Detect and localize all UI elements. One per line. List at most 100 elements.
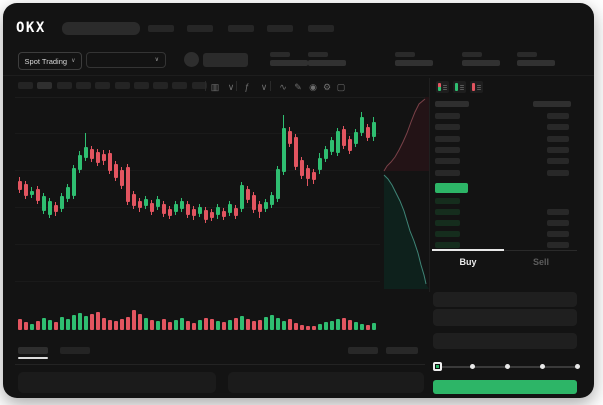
candlestick-chart[interactable] bbox=[3, 97, 430, 292]
toolbar-divider bbox=[15, 97, 429, 98]
timeframe-pill[interactable] bbox=[75, 82, 91, 89]
timeframe-pill[interactable] bbox=[56, 82, 72, 89]
slider-dot[interactable] bbox=[540, 364, 545, 369]
book-bids-icon[interactable] bbox=[453, 81, 466, 93]
timeframe-pill[interactable] bbox=[191, 82, 207, 89]
volume-bar bbox=[24, 322, 28, 330]
candle-body bbox=[300, 160, 304, 176]
bid-amount-placeholder[interactable] bbox=[547, 242, 569, 248]
bottom-action-placeholder[interactable] bbox=[348, 347, 378, 354]
slider-dot[interactable] bbox=[505, 364, 510, 369]
bid-price-placeholder[interactable] bbox=[435, 231, 460, 237]
coin-avatar bbox=[184, 52, 199, 67]
bid-amount-placeholder[interactable] bbox=[547, 231, 569, 237]
ask-amount-placeholder[interactable] bbox=[547, 113, 569, 119]
pair-selector[interactable]: ∨ bbox=[86, 52, 166, 68]
indicator-icon[interactable]: ƒ bbox=[244, 81, 250, 92]
book-both-icon[interactable] bbox=[436, 81, 449, 93]
bid-price-placeholder[interactable] bbox=[435, 198, 460, 204]
volume-bar bbox=[72, 315, 76, 330]
candle-style-icon[interactable]: ▥ bbox=[210, 81, 220, 92]
volume-bar bbox=[60, 317, 64, 330]
ask-amount-placeholder[interactable] bbox=[547, 147, 569, 153]
volume-bar bbox=[198, 320, 202, 330]
volume-bar bbox=[228, 320, 232, 330]
volume-pane bbox=[3, 300, 430, 335]
volume-bar bbox=[270, 315, 274, 330]
price-input[interactable] bbox=[433, 292, 577, 307]
volume-bar bbox=[330, 321, 334, 330]
candle-body bbox=[342, 129, 346, 146]
volume-bar bbox=[114, 321, 118, 330]
tab-sell[interactable]: Sell bbox=[532, 257, 549, 267]
total-input[interactable] bbox=[433, 333, 577, 349]
volume-bar bbox=[90, 314, 94, 330]
header-divider bbox=[3, 75, 594, 76]
nav-item-placeholder[interactable] bbox=[267, 25, 293, 32]
history-panel-placeholder bbox=[228, 372, 424, 393]
candle-body bbox=[66, 187, 70, 199]
slider-dot[interactable] bbox=[470, 364, 475, 369]
candle-body bbox=[30, 191, 34, 195]
pair-name-placeholder[interactable] bbox=[203, 53, 248, 67]
bid-price-placeholder[interactable] bbox=[435, 242, 460, 248]
volume-bar bbox=[246, 319, 250, 330]
wave-icon[interactable]: ∿ bbox=[279, 81, 287, 92]
amount-input[interactable] bbox=[433, 309, 577, 326]
timeframe-pill[interactable] bbox=[18, 82, 33, 89]
bottom-tab-placeholder[interactable] bbox=[60, 347, 90, 354]
search-input[interactable] bbox=[62, 22, 140, 35]
timeframe-pill[interactable] bbox=[133, 82, 149, 89]
bottom-action-placeholder[interactable] bbox=[386, 347, 418, 354]
ask-amount-placeholder[interactable] bbox=[547, 170, 569, 176]
ask-price-placeholder[interactable] bbox=[435, 147, 460, 153]
bid-price-placeholder[interactable] bbox=[435, 220, 460, 226]
gridline bbox=[15, 281, 380, 282]
ask-amount-placeholder[interactable] bbox=[547, 124, 569, 130]
ask-price-placeholder[interactable] bbox=[435, 170, 460, 176]
ask-price-placeholder[interactable] bbox=[435, 136, 460, 142]
timeframe-pill[interactable] bbox=[95, 82, 111, 89]
settings-gear-icon[interactable]: ⚙ bbox=[322, 81, 332, 92]
depth-chart bbox=[383, 97, 429, 289]
timeframe-pill[interactable] bbox=[172, 82, 188, 89]
chevron-down-icon[interactable]: ∨ bbox=[260, 81, 268, 92]
book-asks-icon[interactable] bbox=[470, 81, 483, 93]
market-type-selector[interactable]: Spot Trading ∨ bbox=[18, 52, 82, 70]
ask-price-placeholder[interactable] bbox=[435, 113, 460, 119]
candle-body bbox=[234, 208, 238, 216]
timeframe-pill[interactable] bbox=[37, 82, 53, 89]
draw-pencil-icon[interactable]: ✎ bbox=[294, 81, 302, 92]
bid-amount-placeholder[interactable] bbox=[547, 209, 569, 215]
camera-icon[interactable]: ◉ bbox=[309, 81, 317, 92]
ask-amount-placeholder[interactable] bbox=[547, 158, 569, 164]
nav-item-placeholder[interactable] bbox=[308, 25, 334, 32]
tab-buy[interactable]: Buy bbox=[459, 257, 477, 267]
ask-price-placeholder[interactable] bbox=[435, 158, 460, 164]
volume-bar bbox=[360, 324, 364, 330]
ask-price-placeholder[interactable] bbox=[435, 124, 460, 130]
toolbar-divider bbox=[236, 81, 237, 91]
candle-body bbox=[294, 137, 298, 167]
slider-handle[interactable] bbox=[433, 362, 442, 371]
volume-bar bbox=[30, 324, 34, 330]
bid-price-placeholder[interactable] bbox=[435, 209, 460, 215]
chevron-down-icon[interactable]: ∨ bbox=[227, 81, 235, 92]
nav-item-placeholder[interactable] bbox=[148, 25, 174, 32]
slider-dot[interactable] bbox=[575, 364, 580, 369]
fullscreen-icon[interactable]: ▢ bbox=[336, 81, 346, 92]
bottom-tab-placeholder[interactable] bbox=[18, 347, 48, 354]
candle-body bbox=[54, 205, 58, 212]
timeframe-pill[interactable] bbox=[114, 82, 130, 89]
nav-item-placeholder[interactable] bbox=[228, 25, 254, 32]
timeframe-pill[interactable] bbox=[153, 82, 169, 89]
stat-label-placeholder bbox=[517, 52, 537, 57]
ask-amount-placeholder[interactable] bbox=[547, 136, 569, 142]
bid-amount-placeholder[interactable] bbox=[547, 220, 569, 226]
buy-button[interactable] bbox=[433, 380, 577, 394]
candle-body bbox=[174, 204, 178, 212]
volume-bar bbox=[162, 319, 166, 330]
candle-body bbox=[132, 194, 136, 206]
candle-body bbox=[282, 128, 286, 172]
nav-item-placeholder[interactable] bbox=[187, 25, 213, 32]
